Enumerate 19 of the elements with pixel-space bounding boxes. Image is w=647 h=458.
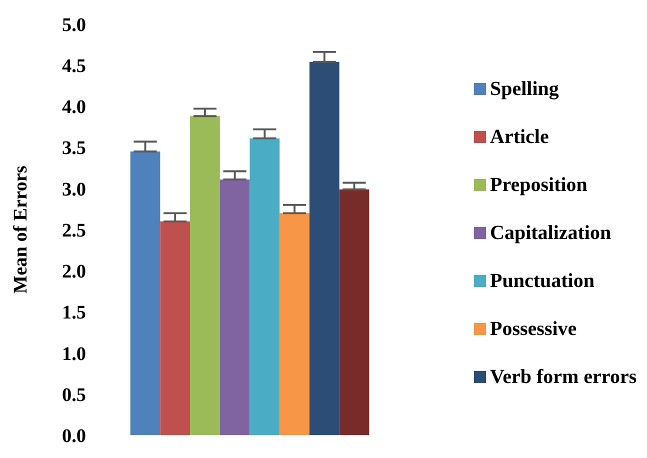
y-tick-label: 4.5 bbox=[62, 56, 86, 77]
legend-label: Punctuation bbox=[490, 269, 594, 294]
y-axis-title: Mean of Errors bbox=[10, 165, 32, 294]
y-tick-label: 1.5 bbox=[62, 302, 86, 324]
y-tick-label: 5.0 bbox=[62, 14, 86, 36]
y-tick-label: 1.0 bbox=[62, 344, 86, 365]
y-tick-label: 0.5 bbox=[62, 384, 86, 406]
legend-label: Spelling bbox=[490, 77, 559, 102]
y-tick-label: 2.0 bbox=[62, 262, 86, 283]
y-tick-label: 4.0 bbox=[62, 97, 86, 118]
y-tick-label: 3.0 bbox=[62, 179, 86, 200]
y-tick-label: 3.5 bbox=[62, 138, 86, 160]
legend-label: Possessive bbox=[490, 317, 577, 342]
legend-label: Preposition bbox=[490, 173, 588, 198]
legend-label: Capitalization bbox=[490, 221, 612, 246]
y-tick-label: 2.5 bbox=[62, 220, 86, 242]
y-tick-label: 0.0 bbox=[62, 426, 86, 448]
legend-label: Verb form errors bbox=[490, 365, 637, 390]
legend-label: Article bbox=[490, 125, 549, 150]
